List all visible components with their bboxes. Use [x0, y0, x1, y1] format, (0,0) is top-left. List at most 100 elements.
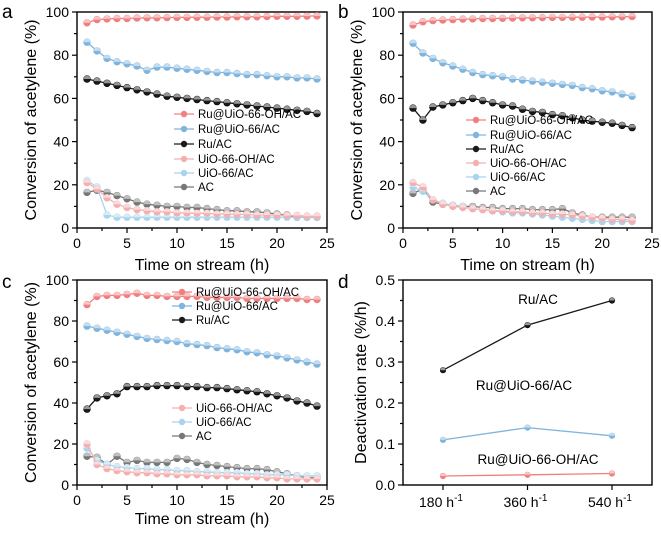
data-point-highlight	[183, 467, 191, 471]
y-tick-label: 0.5	[376, 272, 396, 288]
data-point-highlight	[293, 397, 301, 401]
data-point-highlight	[419, 49, 427, 53]
data-point-highlight	[273, 295, 281, 299]
data-point-highlight	[223, 293, 231, 298]
data-point-highlight	[429, 17, 437, 21]
data-point-highlight	[93, 394, 101, 398]
data-point-highlight	[243, 101, 251, 105]
y-tick-label: 100	[372, 4, 396, 20]
data-point-highlight	[173, 455, 181, 459]
data-point-highlight	[183, 95, 191, 99]
data-point-highlight	[293, 12, 301, 17]
data-point-highlight	[243, 295, 251, 299]
legend-marker	[472, 116, 480, 124]
data-point-highlight	[173, 382, 181, 386]
data-point-highlight	[133, 333, 141, 337]
data-point-highlight	[539, 206, 546, 210]
data-point-highlight	[173, 209, 181, 213]
data-point-highlight	[529, 107, 536, 112]
data-point-highlight	[469, 69, 477, 73]
series-line	[86, 325, 318, 365]
legend-label: Ru/AC	[196, 315, 230, 327]
data-point-highlight	[539, 109, 546, 113]
data-point-highlight	[253, 102, 261, 106]
data-point-highlight	[243, 71, 251, 75]
data-point-highlight	[628, 213, 636, 218]
data-point-highlight	[103, 326, 111, 331]
data-point-highlight	[213, 294, 221, 298]
data-point-highlight	[93, 453, 101, 458]
data-point-highlight	[549, 111, 556, 115]
series-uio-66-oh-ac	[409, 178, 636, 225]
data-point-highlight	[143, 465, 151, 469]
legend-marker	[472, 145, 480, 153]
data-point-highlight	[83, 405, 91, 410]
data-point-highlight	[549, 13, 556, 18]
data-point-highlight	[123, 383, 131, 387]
legend-marker	[178, 302, 186, 310]
data-point-highlight	[519, 208, 526, 212]
legend-marker	[180, 183, 188, 191]
panel-letter: a	[2, 2, 13, 23]
series-ru-uio-66-ac	[409, 39, 636, 100]
series-line	[86, 443, 317, 480]
x-tick-label: 10	[169, 492, 185, 508]
data-point-highlight	[489, 207, 496, 211]
data-point-highlight	[103, 461, 111, 465]
x-tick-label-superscript: -1	[539, 493, 548, 504]
data-point-highlight	[273, 73, 281, 77]
y-tick-label: 20	[53, 177, 69, 193]
data-point-highlight	[103, 211, 111, 215]
data-point-highlight	[123, 330, 131, 335]
data-point-highlight	[440, 367, 446, 371]
data-point-highlight	[429, 103, 437, 107]
data-point-highlight	[509, 205, 516, 209]
data-point-highlight	[519, 205, 526, 209]
data-point-highlight	[223, 13, 231, 17]
data-point-highlight	[628, 13, 636, 17]
legend-entry: UiO-66/AC	[174, 168, 254, 180]
data-point-highlight	[163, 382, 171, 386]
data-point-highlight	[143, 200, 151, 205]
data-point-highlight	[183, 340, 191, 344]
data-point-highlight	[303, 108, 311, 112]
x-axis-label: Time on stream (h)	[135, 257, 270, 274]
data-point-highlight	[193, 66, 201, 71]
legend-entry: AC	[172, 431, 212, 443]
data-point-highlight	[243, 211, 251, 215]
data-point-highlight	[153, 466, 161, 470]
data-point-highlight	[243, 13, 251, 17]
data-point-highlight	[203, 68, 211, 72]
data-point-highlight	[283, 212, 291, 216]
data-point-highlight	[163, 14, 171, 18]
data-point-highlight	[243, 473, 251, 477]
series-ru-uio-66-ac	[83, 38, 321, 83]
legend-entry: Ru@UiO-66-OH/AC	[174, 109, 301, 121]
data-point-highlight	[293, 475, 301, 479]
y-tick-label: 0	[61, 220, 69, 236]
legend-marker	[180, 110, 188, 118]
data-point-highlight	[509, 75, 516, 79]
data-point-highlight	[539, 209, 546, 213]
legend-label: UiO-66-OH/AC	[196, 403, 273, 415]
data-point-highlight	[409, 179, 417, 183]
data-point-highlight	[568, 82, 576, 86]
data-point-highlight	[313, 75, 321, 79]
legend-label: UiO-66-OH/AC	[198, 154, 275, 166]
data-point-highlight	[203, 97, 211, 101]
data-point-highlight	[273, 211, 281, 215]
data-point-highlight	[409, 39, 417, 44]
data-point-highlight	[489, 15, 496, 19]
data-point-highlight	[153, 292, 161, 296]
data-point-highlight	[419, 116, 427, 120]
data-point-highlight	[273, 471, 281, 475]
data-point-highlight	[618, 215, 626, 220]
series-annotation: Ru/AC	[518, 292, 558, 307]
data-point-highlight	[173, 471, 181, 475]
legend-label: UiO-66/AC	[196, 417, 252, 429]
data-point-highlight	[133, 469, 141, 473]
y-tick-label: 60	[53, 354, 69, 370]
data-point-highlight	[303, 472, 311, 476]
y-tick-label: 100	[46, 272, 70, 288]
data-point-highlight	[123, 195, 131, 199]
